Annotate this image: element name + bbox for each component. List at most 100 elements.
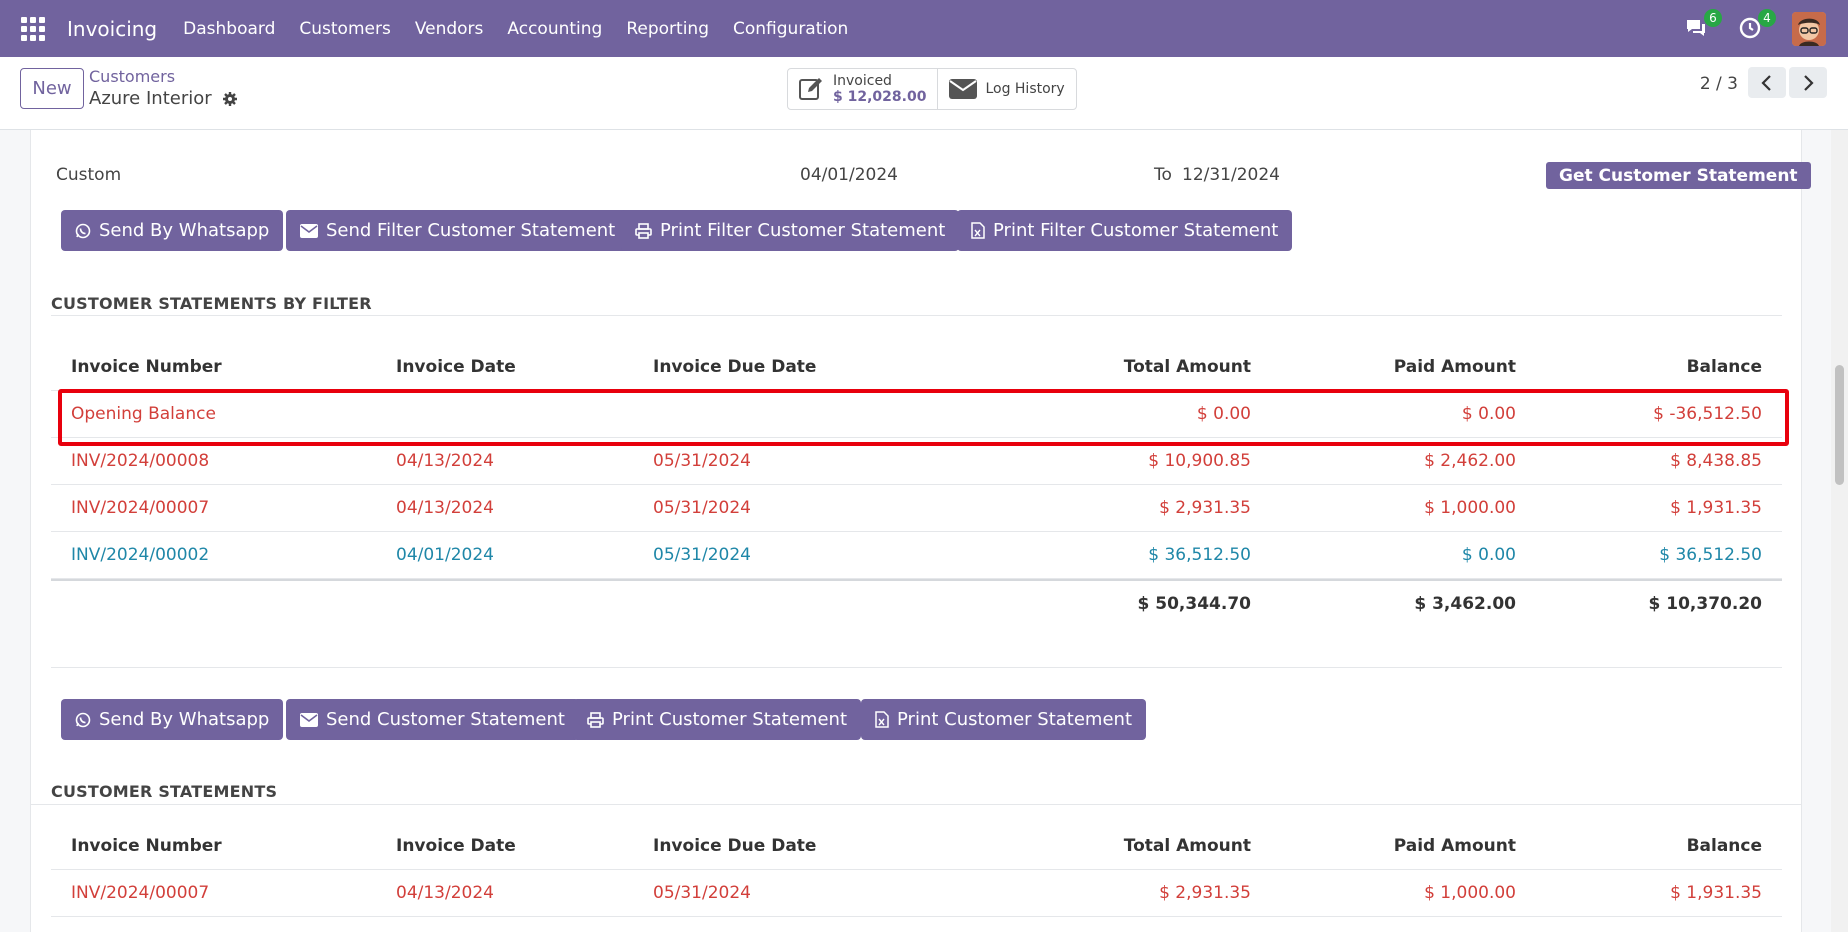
cell-invoice-number: INV/2024/00007 bbox=[71, 883, 210, 903]
col-invoice-number[interactable]: Invoice Number bbox=[71, 836, 222, 856]
col-balance[interactable]: Balance bbox=[1686, 357, 1762, 377]
activities-badge: 4 bbox=[1758, 8, 1776, 27]
app-name[interactable]: Invoicing bbox=[67, 16, 158, 41]
menu-reporting[interactable]: Reporting bbox=[626, 18, 709, 39]
col-invoice-date[interactable]: Invoice Date bbox=[396, 836, 516, 856]
get-customer-statement-button[interactable]: Get Customer Statement bbox=[1546, 162, 1811, 189]
new-button[interactable]: New bbox=[20, 68, 84, 109]
cell-due-date: 05/31/2024 bbox=[653, 451, 751, 471]
menu-dashboard[interactable]: Dashboard bbox=[183, 18, 276, 39]
print-customer-statement-xls-button[interactable]: Print Customer Statement bbox=[861, 699, 1147, 740]
cell-total-amount: $ 10,900.85 bbox=[1148, 451, 1251, 471]
divider bbox=[51, 315, 1782, 316]
print-filter-statement-pdf-button[interactable]: Print Filter Customer Statement bbox=[621, 210, 960, 251]
statement-section-title: CUSTOMER STATEMENTS bbox=[51, 782, 278, 801]
cell-paid-amount: $ 0.00 bbox=[1461, 404, 1516, 424]
send-whatsapp-label: Send By Whatsapp bbox=[99, 709, 270, 730]
col-total-amount[interactable]: Total Amount bbox=[1123, 357, 1251, 377]
table-row[interactable]: INV/2024/00007 04/13/2024 05/31/2024 $ 2… bbox=[51, 485, 1782, 532]
total-amount-sum: $ 50,344.70 bbox=[1137, 594, 1251, 614]
excel-file-icon bbox=[971, 222, 985, 239]
customer-statement-table: Invoice Number Invoice Date Invoice Due … bbox=[51, 823, 1782, 917]
cell-total-amount: $ 0.00 bbox=[1196, 404, 1251, 424]
scrollbar-thumb[interactable] bbox=[1835, 365, 1844, 485]
col-invoice-number[interactable]: Invoice Number bbox=[71, 357, 222, 377]
messages-icon[interactable]: 6 bbox=[1684, 8, 1722, 42]
whatsapp-icon bbox=[75, 712, 91, 727]
cell-balance: $ 1,931.35 bbox=[1670, 498, 1762, 518]
opening-balance-row[interactable]: Opening Balance $ 0.00 $ 0.00 $ -36,512.… bbox=[51, 391, 1782, 438]
cell-invoice-date: 04/13/2024 bbox=[396, 451, 494, 471]
invoiced-value: $ 12,028.00 bbox=[833, 89, 927, 105]
print-customer-statement-xls-label: Print Customer Statement bbox=[897, 709, 1133, 730]
send-filter-statement-label: Send Filter Customer Statement bbox=[326, 220, 616, 241]
invoiced-smart-button[interactable]: Invoiced $ 12,028.00 bbox=[788, 69, 937, 109]
menu-customers[interactable]: Customers bbox=[299, 18, 391, 39]
cell-invoice-number: INV/2024/00002 bbox=[71, 545, 210, 565]
apps-grid-icon[interactable] bbox=[21, 16, 45, 41]
col-total-amount[interactable]: Total Amount bbox=[1123, 836, 1251, 856]
messages-badge: 6 bbox=[1704, 8, 1722, 27]
print-customer-statement-pdf-button[interactable]: Print Customer Statement bbox=[573, 699, 862, 740]
log-history-button[interactable]: Log History bbox=[937, 69, 1075, 109]
envelope-icon bbox=[300, 223, 318, 238]
menu-accounting[interactable]: Accounting bbox=[507, 18, 603, 39]
col-invoice-due-date[interactable]: Invoice Due Date bbox=[653, 357, 817, 377]
control-panel: New Customers Azure Interior Invoiced $ … bbox=[0, 57, 1848, 130]
cell-balance: $ -36,512.50 bbox=[1653, 404, 1762, 424]
chevron-right-icon bbox=[1804, 74, 1814, 91]
cell-invoice-number: Opening Balance bbox=[71, 404, 216, 424]
breadcrumb-customers[interactable]: Customers bbox=[89, 67, 176, 86]
col-invoice-date[interactable]: Invoice Date bbox=[396, 357, 516, 377]
table-row[interactable]: INV/2024/00002 04/01/2024 05/31/2024 $ 3… bbox=[51, 532, 1782, 579]
divider bbox=[51, 667, 1782, 668]
send-customer-statement-button[interactable]: Send Customer Statement bbox=[286, 699, 579, 740]
table-row[interactable]: INV/2024/00007 04/13/2024 05/31/2024 $ 2… bbox=[51, 870, 1782, 917]
filter-send-whatsapp-button[interactable]: Send By Whatsapp bbox=[61, 210, 284, 251]
cell-due-date: 05/31/2024 bbox=[653, 883, 751, 903]
send-filter-statement-button[interactable]: Send Filter Customer Statement bbox=[286, 210, 630, 251]
log-history-label: Log History bbox=[985, 81, 1065, 97]
invoiced-label: Invoiced bbox=[833, 73, 892, 89]
col-invoice-due-date[interactable]: Invoice Due Date bbox=[653, 836, 817, 856]
breadcrumb-current: Azure Interior bbox=[89, 88, 238, 109]
cell-invoice-date: 04/13/2024 bbox=[396, 883, 494, 903]
activities-clock-icon[interactable]: 4 bbox=[1738, 8, 1776, 42]
cell-invoice-number: INV/2024/00008 bbox=[71, 451, 210, 471]
print-filter-statement-xls-button[interactable]: Print Filter Customer Statement bbox=[957, 210, 1293, 251]
user-avatar[interactable] bbox=[1792, 11, 1826, 46]
menu-configuration[interactable]: Configuration bbox=[733, 18, 849, 39]
date-to-field[interactable]: 12/31/2024 bbox=[1182, 165, 1280, 185]
scrollbar[interactable] bbox=[1831, 130, 1848, 932]
pager-counter[interactable]: 2 / 3 bbox=[1699, 74, 1738, 94]
col-paid-amount[interactable]: Paid Amount bbox=[1393, 357, 1516, 377]
date-from-field[interactable]: 04/01/2024 bbox=[800, 165, 898, 185]
chevron-left-icon bbox=[1761, 74, 1771, 91]
send-whatsapp-button[interactable]: Send By Whatsapp bbox=[61, 699, 284, 740]
filtered-section-title: CUSTOMER STATEMENTS BY FILTER bbox=[51, 294, 372, 313]
divider bbox=[30, 804, 1802, 805]
menu-vendors[interactable]: Vendors bbox=[414, 18, 484, 39]
cell-paid-amount: $ 2,462.00 bbox=[1424, 451, 1516, 471]
gear-icon[interactable] bbox=[222, 91, 238, 107]
col-paid-amount[interactable]: Paid Amount bbox=[1393, 836, 1516, 856]
pager-next-button[interactable] bbox=[1789, 67, 1827, 98]
period-select[interactable]: Custom bbox=[56, 165, 122, 185]
filter-send-whatsapp-label: Send By Whatsapp bbox=[99, 220, 270, 241]
table-header: Invoice Number Invoice Date Invoice Due … bbox=[51, 823, 1782, 870]
cell-invoice-date: 04/13/2024 bbox=[396, 498, 494, 518]
print-icon bbox=[587, 711, 604, 728]
cell-paid-amount: $ 1,000.00 bbox=[1424, 883, 1516, 903]
pager-previous-button[interactable] bbox=[1748, 67, 1786, 98]
cell-balance: $ 36,512.50 bbox=[1659, 545, 1762, 565]
cell-invoice-date: 04/01/2024 bbox=[396, 545, 494, 565]
cell-invoice-number: INV/2024/00007 bbox=[71, 498, 210, 518]
paid-amount-sum: $ 3,462.00 bbox=[1414, 594, 1516, 614]
print-filter-statement-pdf-label: Print Filter Customer Statement bbox=[660, 220, 946, 241]
top-navbar: Invoicing Dashboard Customers Vendors Ac… bbox=[0, 0, 1848, 57]
col-balance[interactable]: Balance bbox=[1686, 836, 1762, 856]
table-row[interactable]: INV/2024/00008 04/13/2024 05/31/2024 $ 1… bbox=[51, 438, 1782, 485]
cell-total-amount: $ 2,931.35 bbox=[1159, 883, 1251, 903]
edit-invoice-icon bbox=[799, 78, 822, 100]
envelope-icon bbox=[949, 79, 978, 99]
